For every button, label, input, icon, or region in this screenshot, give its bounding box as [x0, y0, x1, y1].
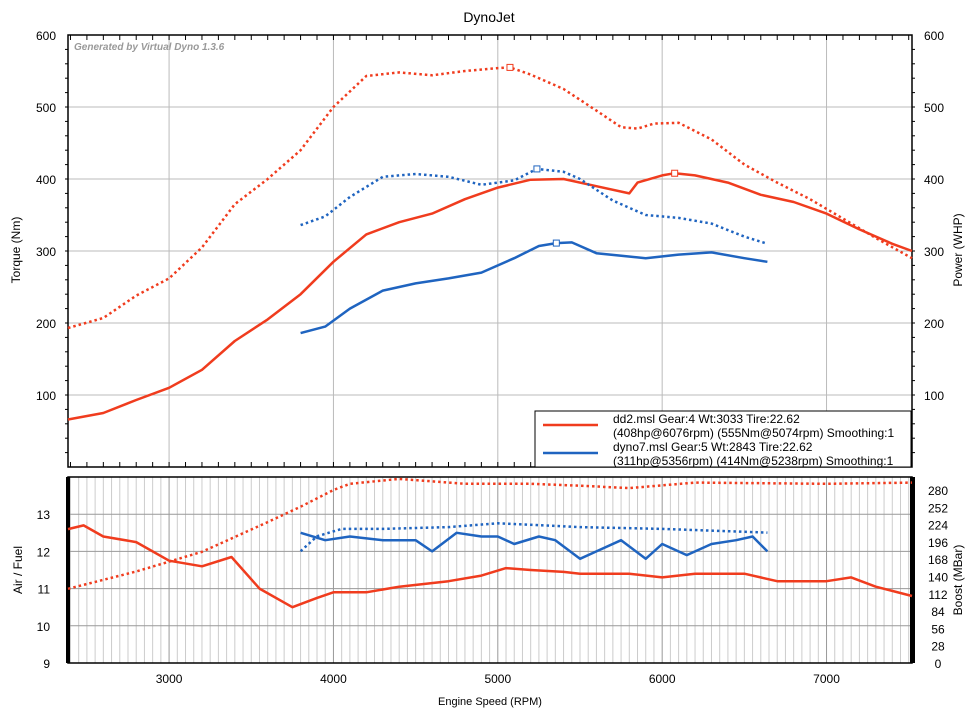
y2-tick-label: 300 — [924, 245, 944, 259]
boost-tick-label: 140 — [928, 570, 948, 584]
x-tick-label: 6000 — [649, 672, 676, 686]
x-tick-label: 3000 — [156, 672, 183, 686]
afr-tick-label: 12 — [37, 545, 51, 559]
x-tick-label: 5000 — [484, 672, 511, 686]
y-axis-label-torque: Torque (Nm) — [9, 217, 23, 284]
boost-tick-label: 168 — [928, 553, 948, 567]
series-line-dd2-torque — [67, 66, 913, 330]
legend-line1: dd2.msl Gear:4 Wt:3033 Tire:22.62 — [613, 412, 800, 426]
legend-line2: (408hp@6076rpm) (555Nm@5074rpm) Smoothin… — [613, 426, 894, 440]
watermark: Generated by Virtual Dyno 1.3.6 — [74, 42, 225, 53]
series-line-dyno7-boost — [299, 522, 768, 553]
y-tick-label: 500 — [36, 101, 56, 115]
boost-tick-label: 28 — [931, 640, 945, 654]
right-axis-bar — [910, 477, 915, 663]
y-tick-label: 300 — [36, 245, 56, 259]
peak-marker — [506, 63, 514, 71]
y-tick-label: 600 — [36, 29, 56, 43]
y2-tick-label: 400 — [924, 173, 944, 187]
y-tick-label: 100 — [36, 389, 56, 403]
legend-line2: (311hp@5356rpm) (414Nm@5238rpm) Smoothin… — [613, 454, 894, 468]
y2-tick-label: 100 — [924, 389, 944, 403]
boost-tick-label: 196 — [928, 536, 948, 550]
y2-axis-label-boost: Boost (MBar) — [951, 545, 965, 616]
peak-marker — [533, 165, 541, 173]
series-line-dyno7-power — [300, 241, 768, 335]
boost-tick-label: 224 — [928, 519, 948, 533]
y2-axis-label-power: Power (WHP) — [951, 213, 965, 286]
legend-box — [534, 410, 912, 468]
boost-tick-label: 280 — [928, 484, 948, 498]
x-tick-label: 7000 — [813, 672, 840, 686]
y-axis-label-afr: Air / Fuel — [11, 546, 25, 594]
y-tick-label: 200 — [36, 317, 56, 331]
afr-tick-label: 9 — [43, 657, 50, 671]
chart-title: DynoJet — [463, 9, 514, 25]
boost-tick-label: 112 — [928, 588, 947, 602]
legend-line1: dyno7.msl Gear:5 Wt:2843 Tire:22.62 — [613, 440, 813, 454]
left-axis-bar — [66, 477, 70, 663]
y-tick-label: 400 — [36, 173, 56, 187]
y2-tick-label: 200 — [924, 317, 944, 331]
series-line-dd2-AFR — [67, 524, 913, 609]
y2-tick-label: 600 — [924, 29, 944, 43]
afr-tick-label: 11 — [38, 583, 51, 597]
x-tick-label: 4000 — [320, 672, 347, 686]
boost-tick-label: 84 — [931, 605, 945, 619]
peak-marker — [671, 169, 679, 177]
series-line-dd2-power — [67, 171, 913, 421]
y2-tick-label: 500 — [924, 101, 944, 115]
afr-tick-label: 10 — [37, 620, 51, 634]
boost-tick-label: 252 — [928, 501, 948, 515]
series-line-dyno7-AFR — [300, 531, 769, 561]
afr-tick-label: 13 — [37, 508, 51, 522]
x-axis-label: Engine Speed (RPM) — [438, 696, 542, 708]
peak-marker — [552, 239, 560, 247]
boost-tick-label: 0 — [935, 657, 942, 671]
boost-tick-label: 56 — [931, 622, 945, 636]
